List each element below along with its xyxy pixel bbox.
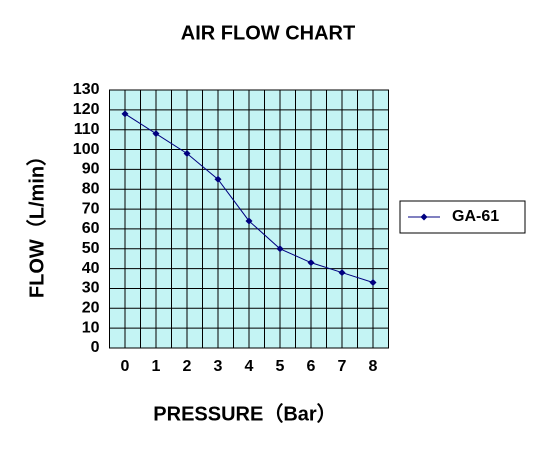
x-axis-label: PRESSURE（Bar）	[153, 402, 336, 425]
x-tick-label: 3	[214, 358, 223, 375]
marker	[152, 130, 160, 138]
y-tick-label: 0	[91, 339, 100, 356]
x-tick-label: 1	[152, 358, 161, 375]
y-tick-label: 80	[82, 180, 100, 197]
y-tick-label: 60	[82, 220, 100, 237]
x-tick-label: 6	[307, 358, 316, 375]
y-tick-label: 110	[74, 121, 100, 138]
marker	[338, 269, 346, 277]
chart-title: AIR FLOW CHART	[181, 22, 355, 44]
marker	[121, 110, 129, 118]
x-tick-label: 5	[276, 358, 285, 375]
y-tick-label: 30	[82, 280, 100, 297]
y-tick-label: 120	[73, 101, 100, 118]
y-axis-label: FLOW（L/min）	[25, 146, 48, 298]
y-tick-label: 70	[82, 200, 100, 217]
x-tick-label: 4	[245, 358, 254, 375]
legend-label: GA-61	[452, 208, 499, 225]
legend-marker	[420, 213, 428, 221]
x-tick-label: 2	[183, 358, 192, 375]
y-tick-label: 20	[82, 300, 100, 317]
legend: GA-61	[399, 200, 526, 234]
marker	[183, 150, 191, 158]
y-tick-label: 90	[82, 161, 100, 178]
x-tick-label: 0	[121, 358, 130, 375]
y-tick-label: 10	[82, 319, 100, 336]
marker	[245, 217, 253, 225]
y-tick-label: 100	[73, 141, 100, 158]
x-tick-label: 7	[338, 358, 347, 375]
x-tick-label: 8	[369, 358, 378, 375]
plot-border	[109, 89, 389, 349]
y-tick-label: 50	[82, 240, 100, 257]
marker	[369, 279, 377, 287]
y-tick-label: 130	[73, 81, 100, 98]
marker	[214, 175, 222, 183]
y-tick-label: 40	[82, 260, 100, 277]
marker	[276, 245, 284, 253]
marker	[307, 259, 315, 267]
